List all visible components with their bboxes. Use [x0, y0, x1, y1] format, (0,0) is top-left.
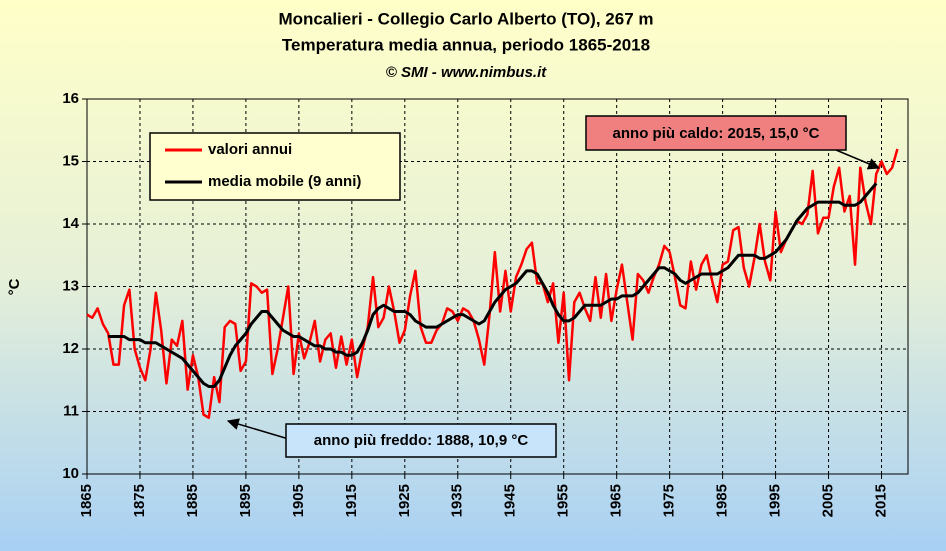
x-tick-label: 1985 — [714, 484, 731, 517]
y-tick-label: 10 — [62, 465, 79, 482]
y-axis-label: °C — [6, 278, 23, 295]
legend-box — [149, 132, 401, 201]
x-tick-label: 1875 — [131, 484, 148, 517]
credit: © SMI - www.nimbus.it — [386, 64, 548, 81]
plot-frame — [86, 98, 909, 475]
plot-area: 10 11 12 13 14 15 16 1865 1875 1885 1895 1905 1915 19… — [62, 90, 909, 517]
x-tick-label: 1945 — [502, 484, 519, 517]
annotation-arrow — [226, 418, 293, 441]
x-tick-label: 1965 — [608, 484, 625, 517]
x-tick-label: 1995 — [767, 484, 784, 517]
annotation-box — [585, 115, 847, 151]
x-tick-label: 1925 — [396, 484, 413, 517]
data-line — [108, 182, 878, 388]
x-tick-label: 1905 — [290, 484, 307, 517]
annotation: anno più caldo: 2015, 15,0 °C — [613, 125, 820, 142]
chart-subtitle: Temperatura media annua, periodo 1865-20… — [282, 35, 650, 54]
y-tick-label: 16 — [62, 90, 79, 107]
y-tick-label: 14 — [62, 215, 79, 232]
x-tick-label: 1975 — [661, 484, 678, 517]
annotation-box — [285, 423, 557, 458]
x-tick-label: 1915 — [343, 484, 360, 517]
x-tick-label: 1895 — [237, 484, 254, 517]
legend-label: media mobile (9 anni) — [208, 173, 361, 190]
y-tick-label: 13 — [62, 277, 79, 294]
x-tick-label: 1955 — [555, 484, 572, 517]
x-tick-label: 2005 — [820, 484, 837, 517]
y-tick-label: 11 — [63, 402, 79, 419]
x-tick-label: 1885 — [184, 484, 201, 517]
y-tick-label: 15 — [62, 152, 79, 169]
annotation-arrow — [835, 149, 881, 170]
annotation: anno più freddo: 1888, 10,9 °C — [314, 432, 529, 449]
chart-title: Moncalieri - Collegio Carlo Alberto (TO)… — [278, 9, 653, 28]
legend-label: valori annui — [208, 141, 292, 158]
x-tick-label: 1865 — [78, 484, 95, 517]
data-line — [86, 148, 899, 419]
x-tick-label: 2015 — [872, 484, 889, 517]
y-tick-label: 12 — [62, 340, 79, 357]
x-tick-label: 1935 — [449, 484, 466, 517]
